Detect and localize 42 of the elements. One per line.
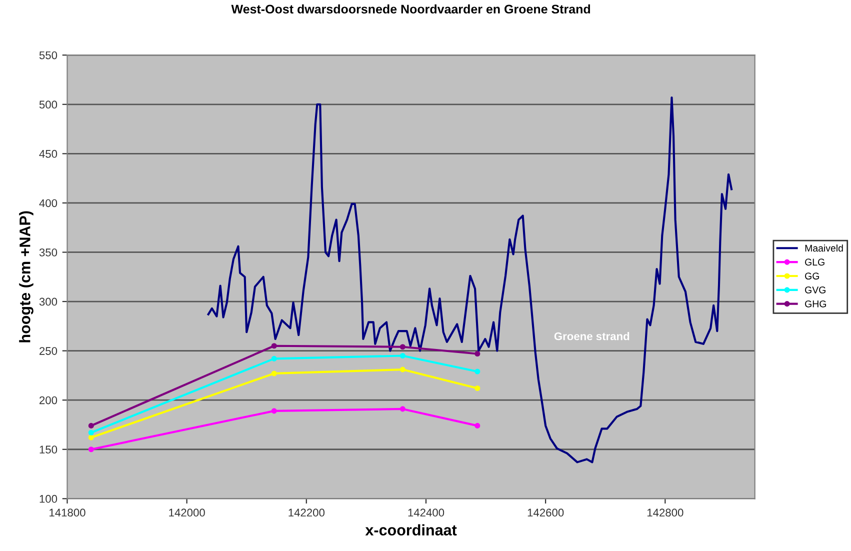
y-tick-label: 400 bbox=[39, 199, 58, 208]
point bbox=[400, 406, 406, 412]
legend-label: Maaiveld bbox=[805, 244, 843, 252]
x-tick-label: 142400 bbox=[408, 508, 444, 517]
point bbox=[474, 422, 480, 428]
point bbox=[88, 434, 94, 440]
x-tick-label: 142600 bbox=[528, 508, 564, 517]
point bbox=[88, 430, 94, 436]
point bbox=[474, 368, 480, 374]
y-tick-label: 350 bbox=[39, 248, 58, 256]
y-tick-label: 300 bbox=[39, 298, 58, 306]
point bbox=[271, 356, 277, 362]
point bbox=[400, 352, 406, 359]
x-tick-label: 142000 bbox=[169, 508, 205, 517]
point bbox=[400, 366, 406, 372]
x-tick-label: 142200 bbox=[288, 508, 325, 517]
legend-label: GHG bbox=[805, 300, 826, 308]
x-tick-label: 141800 bbox=[50, 508, 86, 517]
legend-label: GVG bbox=[805, 286, 826, 294]
x-axis-title: x-coordinaat bbox=[365, 524, 457, 536]
point bbox=[271, 370, 277, 376]
legend-label: GG bbox=[805, 272, 819, 280]
y-tick-label: 550 bbox=[39, 51, 58, 60]
y-tick-label: 250 bbox=[40, 347, 58, 355]
point bbox=[474, 385, 480, 392]
y-tick-label: 450 bbox=[39, 150, 58, 158]
legend-label: GLG bbox=[805, 258, 824, 266]
chart-title: West-Oost dwarsdoorsnede Noordvaarder en Groene Strand bbox=[231, 4, 590, 14]
y-tick-label: 200 bbox=[40, 396, 58, 404]
y-tick-label: 500 bbox=[39, 100, 58, 109]
annotation: Groene strand bbox=[554, 332, 630, 340]
point bbox=[88, 446, 94, 452]
point bbox=[271, 343, 277, 349]
y-tick-label: 100 bbox=[40, 494, 58, 503]
point bbox=[88, 422, 94, 428]
point bbox=[474, 350, 480, 357]
point bbox=[400, 344, 406, 350]
y-tick-label: 150 bbox=[40, 446, 58, 454]
y-axis-title: hoogte (cm +NAP) bbox=[19, 211, 34, 342]
point bbox=[271, 408, 277, 414]
x-tick-label: 142800 bbox=[647, 508, 684, 517]
line-series bbox=[207, 96, 733, 464]
